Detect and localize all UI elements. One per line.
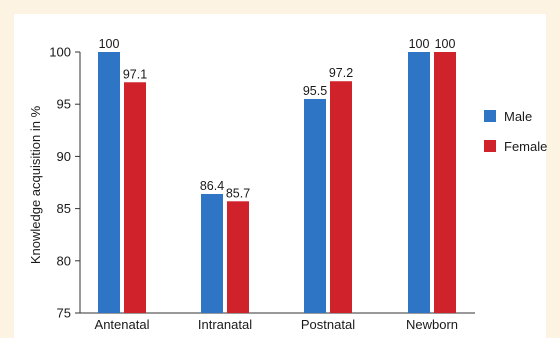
category-label: Antenatal	[95, 317, 150, 332]
data-label: 100	[409, 37, 430, 51]
bar-female	[227, 201, 249, 313]
y-tick-label: 85	[57, 201, 71, 216]
y-tick-label: 90	[57, 149, 71, 164]
y-tick-label: 75	[57, 306, 71, 321]
bar-female	[124, 82, 146, 313]
bar-female	[434, 52, 456, 313]
y-tick-label: 100	[49, 45, 71, 60]
data-label: 95.5	[303, 84, 327, 98]
legend-label-male: Male	[504, 109, 532, 124]
y-tick-label: 80	[57, 253, 71, 268]
data-label: 97.2	[329, 66, 353, 80]
bar-male	[98, 52, 120, 313]
legend-label-female: Female	[504, 139, 547, 154]
bar-male	[408, 52, 430, 313]
y-axis-title: Knowledge acquisition in %	[28, 105, 43, 264]
bar-male	[304, 98, 326, 313]
bars: 100 97.1 86.485.7 95.597.2 100 100	[98, 37, 456, 314]
data-label: 97.1	[123, 67, 147, 81]
bar-female	[330, 81, 352, 314]
data-label: 100	[435, 37, 456, 51]
y-tick-label: 95	[57, 97, 71, 112]
data-label: 86.4	[200, 179, 224, 193]
category-label: Postnatal	[301, 317, 355, 332]
bar-male	[201, 193, 223, 313]
category-label: Intranatal	[198, 317, 252, 332]
legend: Male Female	[484, 109, 547, 154]
data-label: 100	[99, 37, 120, 51]
data-label: 85.7	[226, 186, 250, 200]
legend-swatch-female	[484, 140, 496, 152]
axes: 75 80 85 90 95 100 Antenatal Intranatal Postnata…	[49, 45, 475, 332]
category-label: Newborn	[406, 317, 458, 332]
legend-swatch-male	[484, 110, 496, 122]
